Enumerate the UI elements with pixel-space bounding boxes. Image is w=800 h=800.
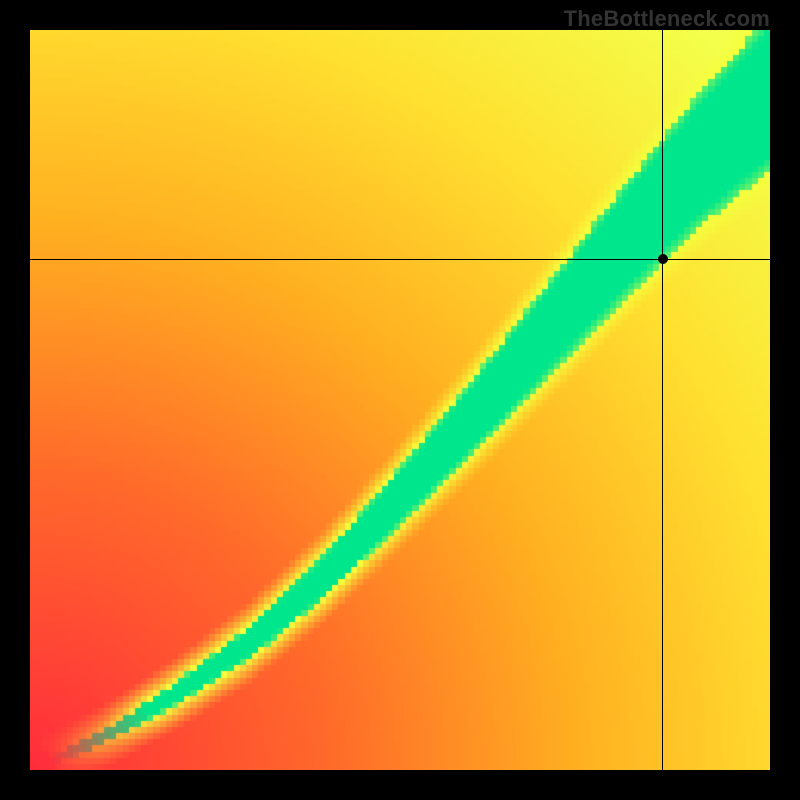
outer-frame: TheBottleneck.com bbox=[0, 0, 800, 800]
heatmap-canvas bbox=[30, 30, 770, 770]
heatmap-plot bbox=[30, 30, 770, 770]
watermark-text: TheBottleneck.com bbox=[564, 6, 770, 32]
crosshair-vertical bbox=[662, 30, 663, 770]
